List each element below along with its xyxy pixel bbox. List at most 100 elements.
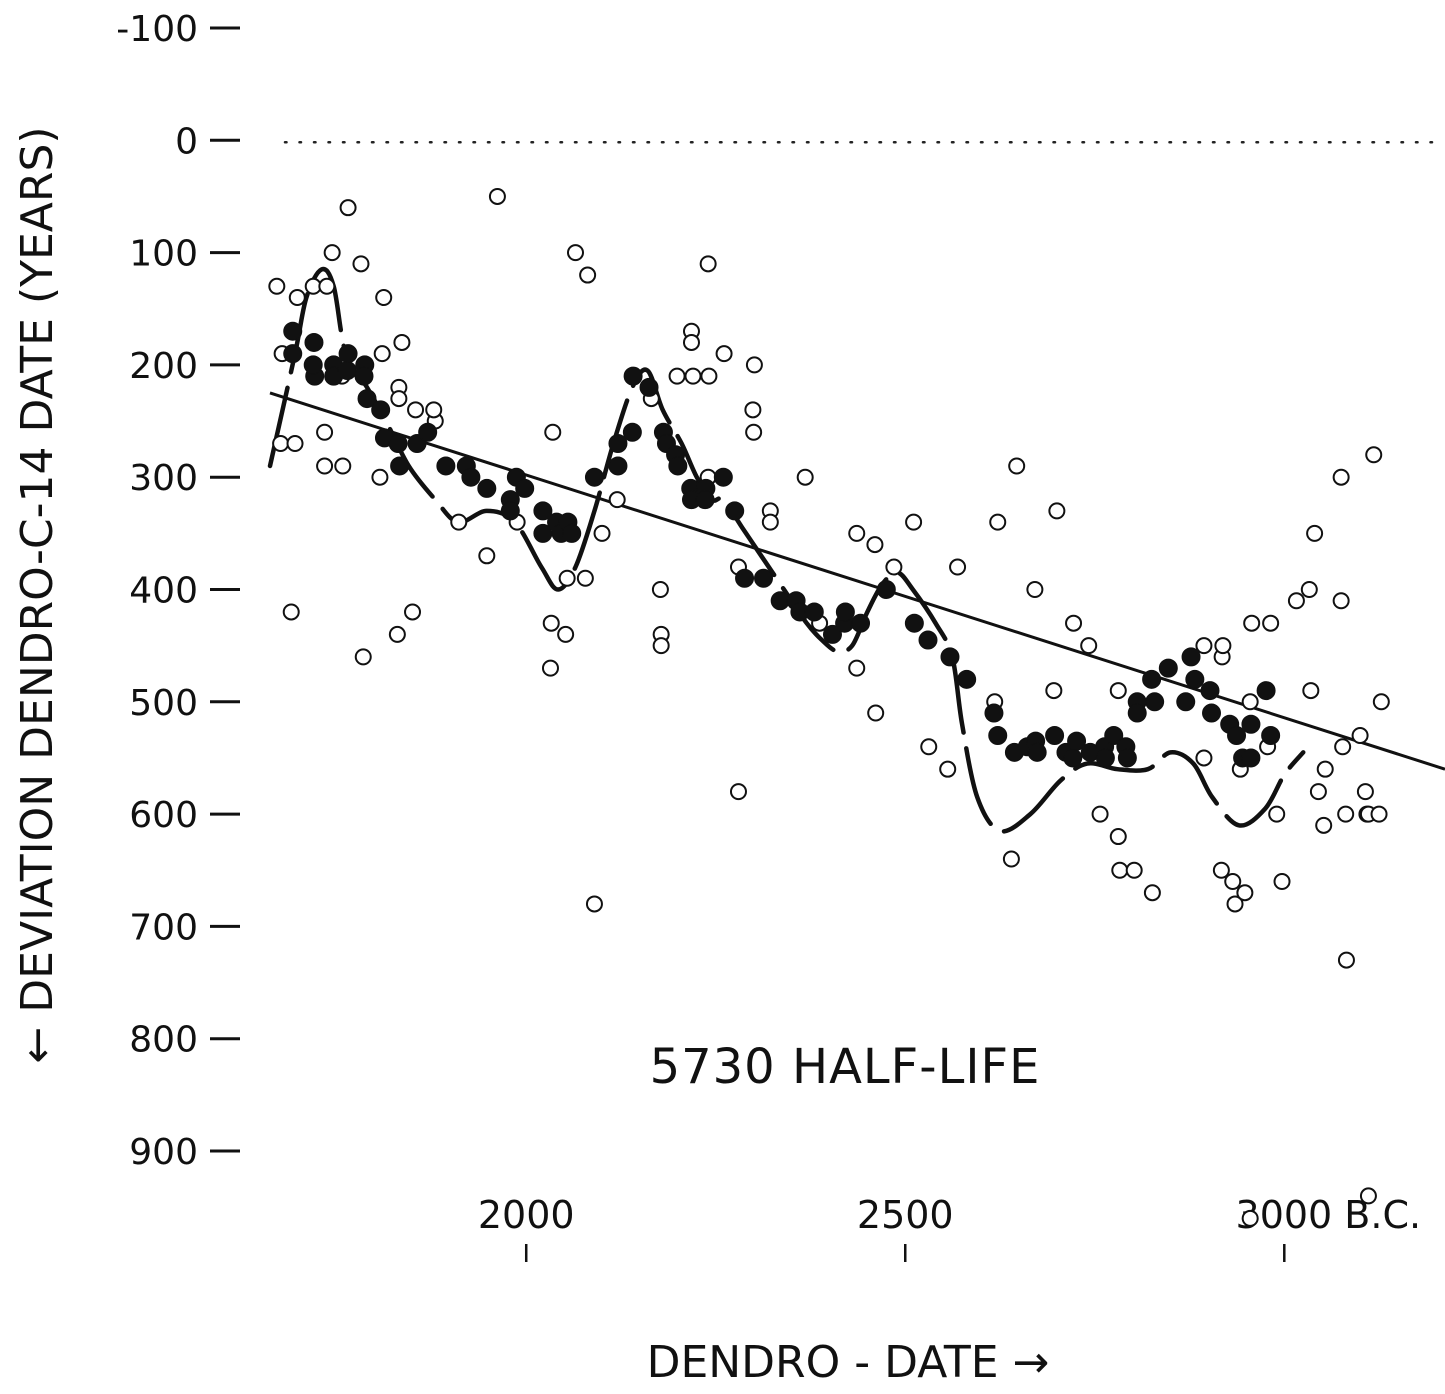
open-data-point <box>407 401 425 419</box>
filled-data-point <box>1063 748 1083 768</box>
filled-data-point <box>608 456 628 476</box>
open-data-point <box>1065 614 1083 632</box>
filled-data-point <box>1067 731 1087 751</box>
open-data-point <box>1008 457 1026 475</box>
open-data-point <box>339 199 357 217</box>
open-data-point <box>796 468 814 486</box>
filled-data-point <box>584 467 604 487</box>
filled-data-point <box>904 613 924 633</box>
filled-data-point <box>436 456 456 476</box>
open-data-point <box>745 423 763 441</box>
open-data-point <box>404 603 422 621</box>
x-axis-title: DENDRO - DATE → <box>647 1337 1050 1388</box>
open-data-point <box>352 255 370 273</box>
open-data-point <box>1300 581 1318 598</box>
filled-data-point <box>1127 703 1147 723</box>
y-tick-label: -100 <box>116 9 198 50</box>
filled-data-point <box>918 630 938 650</box>
open-data-point <box>282 603 300 621</box>
open-data-point <box>268 277 286 295</box>
open-data-point <box>567 244 584 262</box>
filled-data-point <box>390 456 410 476</box>
filled-data-point <box>608 434 628 454</box>
filled-data-point <box>283 321 303 341</box>
open-data-point <box>1224 872 1242 890</box>
open-data-point <box>1332 468 1350 486</box>
filled-data-point <box>988 725 1008 745</box>
open-data-point <box>700 367 718 385</box>
open-data-point <box>1306 524 1324 542</box>
open-data-point <box>1356 783 1374 801</box>
filled-data-point <box>1095 748 1115 768</box>
open-data-point <box>334 457 352 475</box>
filled-data-point <box>725 501 745 521</box>
filled-data-point <box>500 501 520 521</box>
y-tick-label: 100 <box>129 234 198 275</box>
filled-data-point <box>371 400 391 420</box>
open-data-point <box>478 547 496 565</box>
filled-data-point <box>283 344 303 364</box>
open-data-point <box>373 345 391 363</box>
filled-data-point <box>1227 725 1247 745</box>
filled-data-point <box>851 613 871 633</box>
open-data-point <box>557 625 575 643</box>
open-data-point <box>1334 738 1352 756</box>
open-data-point <box>761 513 779 531</box>
x-tick-label: 2500 <box>857 1193 954 1237</box>
open-data-point <box>1241 1209 1259 1227</box>
filled-data-point <box>354 366 374 386</box>
open-data-point <box>1125 861 1143 879</box>
filled-data-point <box>1181 647 1201 667</box>
filled-data-point <box>639 377 659 397</box>
open-data-point <box>848 659 866 677</box>
open-data-point <box>1045 682 1063 700</box>
open-data-point <box>1002 850 1020 868</box>
open-data-point <box>1309 783 1327 801</box>
open-data-point <box>949 558 967 576</box>
open-data-point <box>541 659 559 677</box>
filled-data-point <box>1145 692 1165 712</box>
filled-data-point <box>357 389 377 409</box>
open-data-point <box>1315 816 1333 834</box>
filled-data-point <box>562 523 582 543</box>
open-data-point <box>1273 872 1291 890</box>
open-data-point <box>684 367 702 385</box>
open-data-point <box>1287 592 1305 610</box>
filled-data-point <box>984 703 1004 723</box>
open-data-point <box>1370 805 1388 823</box>
open-data-point <box>576 569 594 587</box>
open-data-point <box>866 536 884 554</box>
open-data-point <box>388 625 406 643</box>
filled-data-point <box>668 456 688 476</box>
open-data-point <box>1332 592 1350 610</box>
open-data-point <box>425 401 443 419</box>
open-data-point <box>1080 637 1098 655</box>
filled-data-point <box>1176 692 1196 712</box>
filled-data-point <box>1202 703 1222 723</box>
y-tick-label: 700 <box>129 907 198 948</box>
y-tick-label: 600 <box>129 795 198 836</box>
open-data-point <box>1359 1187 1377 1205</box>
open-data-point <box>1351 726 1369 744</box>
open-data-point <box>558 569 576 587</box>
open-data-point <box>272 435 290 453</box>
open-data-point <box>1048 502 1066 520</box>
filled-data-point <box>418 422 438 442</box>
y-axis-ticks: -100 0 100 200 300 400 500 600 700 800 900 <box>116 9 240 1173</box>
filled-data-point <box>304 332 324 352</box>
open-data-point <box>450 513 468 531</box>
filled-data-point <box>623 366 643 386</box>
y-tick-label: 300 <box>129 458 198 499</box>
half-life-annotation: 5730 HALF-LIFE <box>650 1039 1041 1095</box>
open-data-point <box>1143 884 1161 902</box>
data-points <box>268 187 1390 1227</box>
open-data-point <box>1109 828 1127 846</box>
filled-data-point <box>1256 681 1276 701</box>
filled-data-point <box>1200 681 1220 701</box>
open-data-point <box>652 637 670 655</box>
x-axis-ticks: 2000 2500 3000 B.C. <box>478 1193 1421 1262</box>
open-data-point <box>729 783 747 801</box>
open-data-point <box>885 558 903 576</box>
